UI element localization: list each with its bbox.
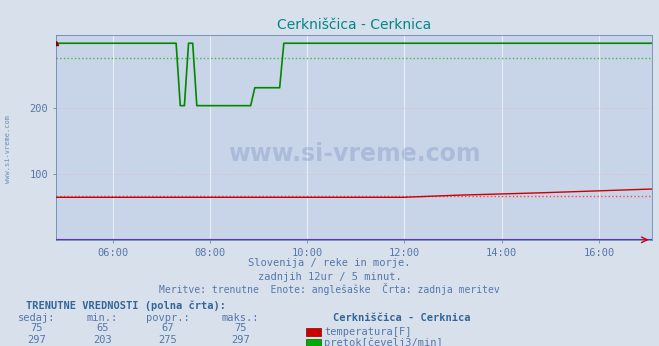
Text: www.si-vreme.com: www.si-vreme.com bbox=[228, 142, 480, 166]
Text: Slovenija / reke in morje.: Slovenija / reke in morje. bbox=[248, 258, 411, 268]
Text: pretok[čevelj3/min]: pretok[čevelj3/min] bbox=[324, 337, 443, 346]
Text: maks.:: maks.: bbox=[222, 313, 259, 323]
Text: 297: 297 bbox=[231, 335, 250, 345]
Text: www.si-vreme.com: www.si-vreme.com bbox=[5, 115, 11, 183]
Text: TRENUTNE VREDNOSTI (polna črta):: TRENUTNE VREDNOSTI (polna črta): bbox=[26, 300, 226, 311]
Title: Cerkniščica - Cerknica: Cerkniščica - Cerknica bbox=[277, 18, 432, 32]
Text: 65: 65 bbox=[96, 324, 108, 334]
Text: 297: 297 bbox=[27, 335, 45, 345]
Text: zadnjih 12ur / 5 minut.: zadnjih 12ur / 5 minut. bbox=[258, 272, 401, 282]
Text: povpr.:: povpr.: bbox=[146, 313, 190, 323]
Text: min.:: min.: bbox=[86, 313, 118, 323]
Text: sedaj:: sedaj: bbox=[18, 313, 55, 323]
Text: Meritve: trenutne  Enote: anglešaške  Črta: zadnja meritev: Meritve: trenutne Enote: anglešaške Črta… bbox=[159, 283, 500, 295]
Text: temperatura[F]: temperatura[F] bbox=[324, 327, 412, 337]
Text: 275: 275 bbox=[159, 335, 177, 345]
Text: Cerkniščica - Cerknica: Cerkniščica - Cerknica bbox=[333, 313, 471, 323]
Text: 75: 75 bbox=[30, 324, 42, 334]
Text: 67: 67 bbox=[162, 324, 174, 334]
Text: 203: 203 bbox=[93, 335, 111, 345]
Text: 75: 75 bbox=[235, 324, 246, 334]
